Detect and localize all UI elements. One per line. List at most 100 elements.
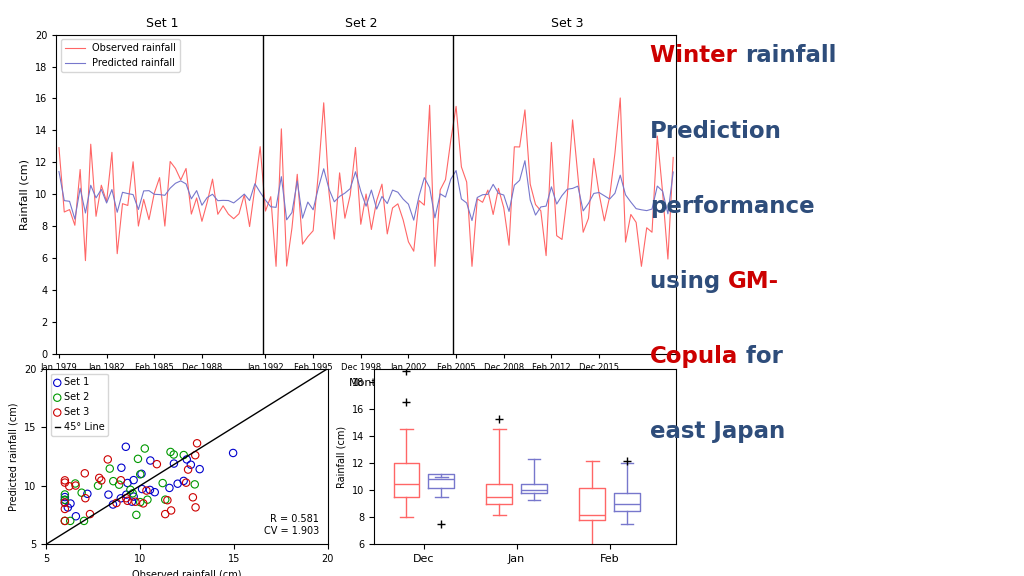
Set 3: [56, 505, 73, 514]
Set 2: [76, 516, 92, 525]
Set 1: [182, 460, 199, 469]
Set 2: [155, 479, 171, 488]
Set 2: [56, 516, 73, 525]
Set 2: [90, 481, 106, 490]
Text: for: for: [738, 345, 783, 368]
Set 2: [74, 488, 90, 497]
X-axis label: Month: Month: [348, 378, 384, 388]
Set 1: [118, 442, 134, 452]
Set 3: [56, 498, 73, 507]
Set 1: [113, 494, 129, 503]
Set 1: [161, 483, 177, 492]
Set 1: [142, 456, 159, 465]
Set 3: [187, 450, 204, 460]
Observed rainfall: [217, 202, 229, 209]
Set 3: [135, 499, 152, 508]
Predicted rainfall: [635, 206, 647, 213]
Text: east Japan: east Japan: [650, 420, 785, 443]
Set 2: [157, 495, 173, 504]
Set 2: [136, 444, 153, 453]
Set 1: [133, 469, 150, 479]
X-axis label: Observed rainfall (cm): Observed rainfall (cm): [132, 570, 242, 576]
Set 3: [187, 503, 204, 512]
Text: Copula: Copula: [650, 345, 738, 368]
Set 1: [169, 479, 185, 488]
Set 1: [141, 486, 158, 495]
Set 1: [56, 498, 73, 507]
Set 1: [118, 490, 134, 499]
Set 3: [188, 439, 205, 448]
Predicted rainfall: [217, 197, 229, 204]
Text: Set 2: Set 2: [344, 17, 377, 30]
Observed rainfall: [270, 263, 283, 270]
Set 1: [68, 511, 84, 521]
Observed rainfall: [667, 154, 679, 161]
Set 1: [225, 448, 242, 457]
Set 1: [126, 476, 142, 485]
Set 3: [77, 469, 93, 478]
Predicted rainfall: [180, 180, 193, 187]
Text: using: using: [650, 270, 728, 293]
Set 2: [67, 479, 83, 488]
Set 3: [68, 481, 84, 490]
Set 3: [163, 506, 179, 515]
Set 2: [122, 485, 138, 494]
Set 3: [157, 510, 173, 519]
Predicted rainfall: [667, 169, 679, 176]
Set 1: [59, 503, 76, 512]
Set 3: [180, 465, 197, 474]
Set 1: [100, 490, 117, 499]
Set 3: [56, 516, 73, 525]
Set 2: [128, 510, 144, 520]
Predicted rainfall: [466, 217, 478, 224]
Text: performance: performance: [650, 195, 815, 218]
Set 3: [178, 478, 195, 487]
Set 1: [120, 479, 136, 488]
Set 2: [163, 448, 179, 457]
Set 2: [139, 495, 156, 504]
Set 3: [113, 476, 129, 485]
Set 1: [79, 489, 95, 498]
Predicted rainfall: [519, 157, 531, 164]
Text: Set 1: Set 1: [146, 17, 178, 30]
Set 1: [191, 464, 208, 473]
Set 2: [105, 476, 122, 486]
Set 1: [178, 455, 195, 464]
Set 3: [127, 497, 143, 506]
Set 2: [101, 464, 118, 473]
Text: Set 3: Set 3: [551, 17, 584, 30]
Set 3: [61, 482, 78, 491]
Y-axis label: Predicted rainfall (cm): Predicted rainfall (cm): [8, 402, 18, 511]
Y-axis label: Rainfall (cm): Rainfall (cm): [336, 426, 346, 487]
Predicted rainfall: [328, 198, 340, 205]
Observed rainfall: [180, 165, 193, 172]
Set 3: [99, 455, 116, 464]
Text: Prediction: Prediction: [650, 119, 782, 142]
Text: Winter: Winter: [650, 44, 745, 67]
Set 3: [118, 494, 134, 503]
Observed rainfall: [196, 218, 208, 225]
Set 3: [148, 460, 165, 469]
Set 1: [56, 492, 73, 502]
Predicted rainfall: [53, 168, 66, 175]
Set 2: [132, 498, 148, 507]
Predicted rainfall: [169, 180, 181, 187]
Observed rainfall: [614, 94, 627, 101]
Legend: Observed rainfall, Predicted rainfall: Observed rainfall, Predicted rainfall: [61, 39, 180, 72]
Set 3: [159, 495, 175, 505]
Set 3: [56, 476, 73, 485]
Set 3: [138, 486, 155, 495]
Set 3: [109, 498, 125, 507]
Set 2: [130, 454, 146, 464]
Text: { 11 }: { 11 }: [936, 514, 990, 529]
Set 2: [62, 516, 79, 525]
Set 3: [77, 494, 93, 503]
Observed rainfall: [53, 144, 66, 151]
Set 1: [124, 497, 140, 506]
Line: Predicted rainfall: Predicted rainfall: [59, 161, 673, 221]
Legend: Set 1, Set 2, Set 3, 45° Line: Set 1, Set 2, Set 3, 45° Line: [51, 373, 109, 436]
Set 1: [175, 476, 191, 486]
Observed rainfall: [334, 169, 346, 176]
Predicted rainfall: [196, 202, 208, 209]
Set 1: [104, 500, 121, 509]
